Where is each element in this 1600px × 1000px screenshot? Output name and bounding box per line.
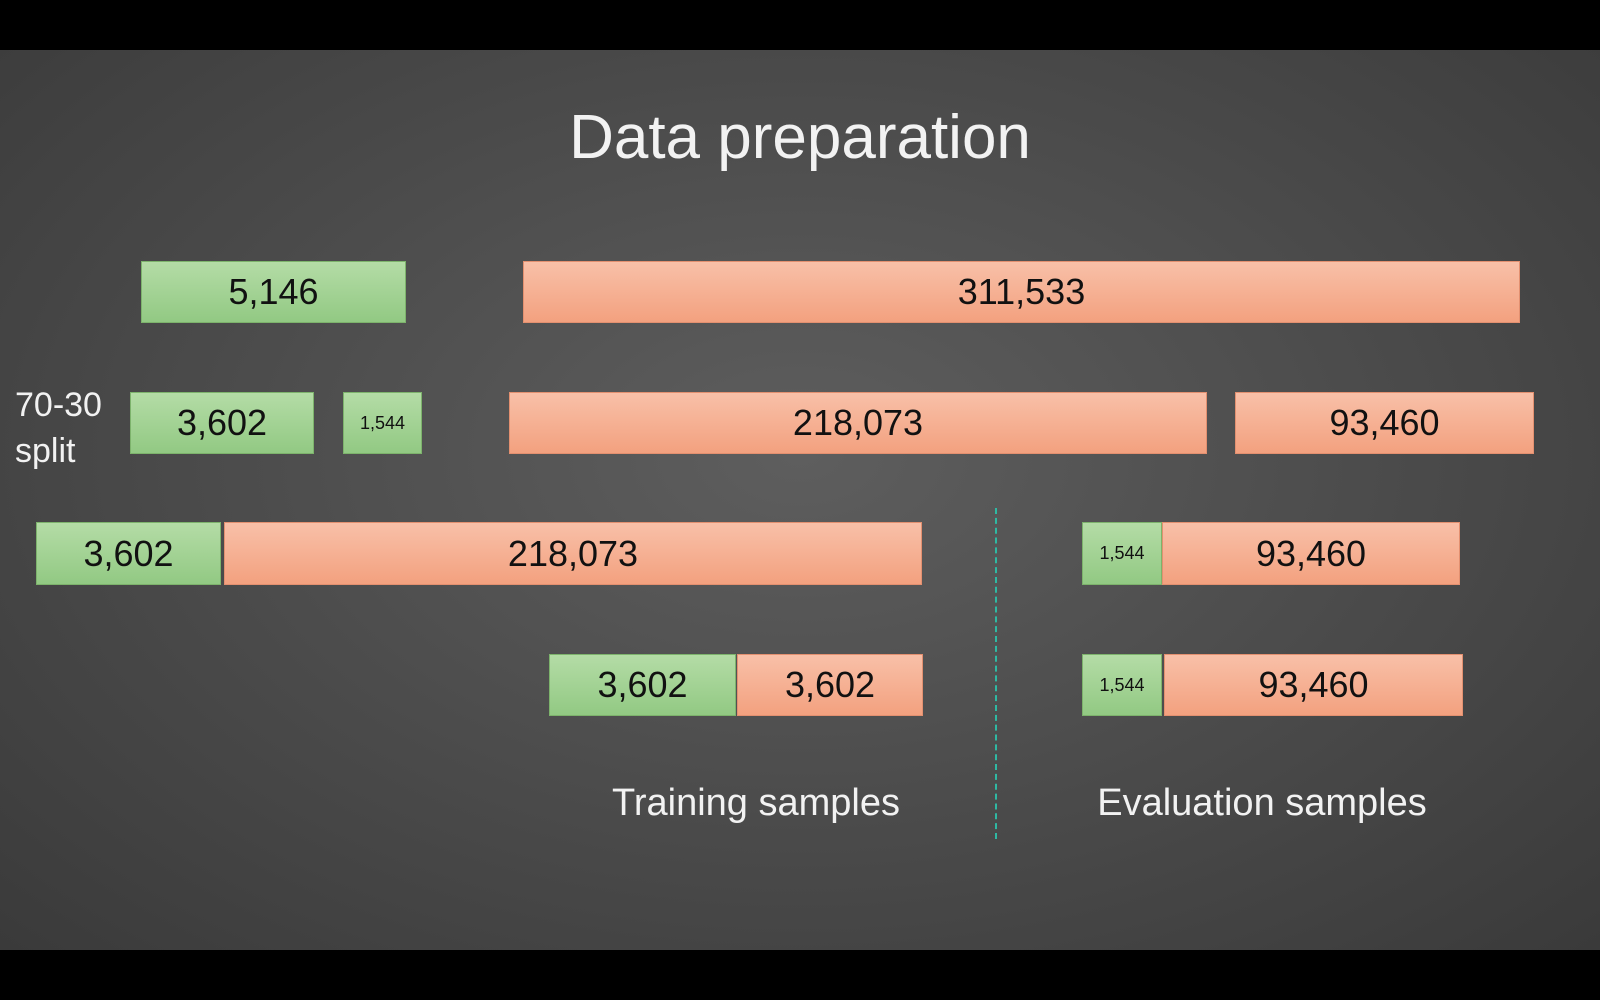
split-label: 70-30 split	[15, 382, 102, 474]
negative-box: 218,073	[224, 522, 922, 585]
negative-box: 93,460	[1162, 522, 1460, 585]
negative-box: 3,602	[737, 654, 923, 716]
training-caption: Training samples	[612, 782, 900, 824]
positive-box: 1,544	[1082, 522, 1162, 585]
title: Data preparation	[569, 103, 1031, 172]
negative-box: 93,460	[1164, 654, 1463, 716]
evaluation-caption: Evaluation samples	[1097, 782, 1427, 824]
negative-box: 218,073	[509, 392, 1207, 454]
positive-box: 3,602	[36, 522, 221, 585]
slide: Data preparation 5,146 311,533 70-30 spl…	[0, 50, 1600, 950]
positive-box: 5,146	[141, 261, 406, 323]
positive-box: 1,544	[343, 392, 422, 454]
split-label-line: split	[15, 432, 76, 470]
divider	[995, 508, 997, 839]
negative-box: 311,533	[523, 261, 1520, 323]
positive-box: 3,602	[549, 654, 736, 716]
positive-box: 3,602	[130, 392, 314, 454]
negative-box: 93,460	[1235, 392, 1534, 454]
split-label-line: 70-30	[15, 386, 102, 424]
positive-box: 1,544	[1082, 654, 1162, 716]
